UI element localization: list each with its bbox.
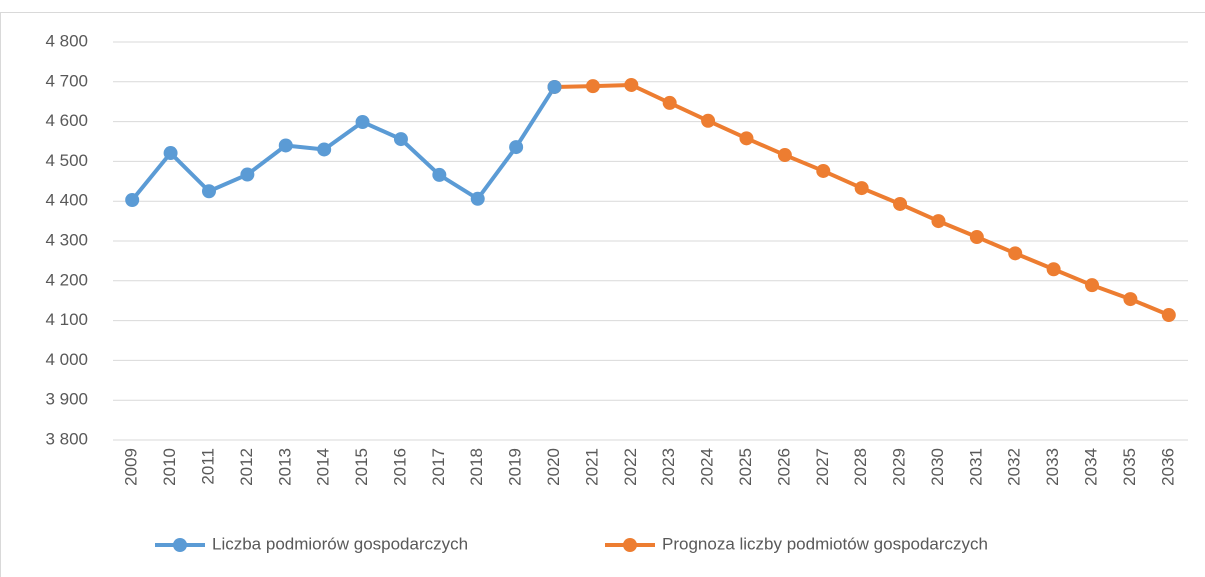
- x-tick-label: 2032: [1005, 448, 1024, 486]
- y-tick-label: 4 200: [45, 270, 88, 289]
- point: [125, 193, 140, 208]
- point: [1161, 308, 1176, 323]
- x-tick-label: 2017: [429, 448, 448, 486]
- point: [278, 138, 293, 153]
- x-tick-label: 2010: [160, 448, 179, 486]
- point: [509, 140, 524, 155]
- point: [662, 95, 677, 110]
- x-tick-label: 2023: [659, 448, 678, 486]
- point: [854, 181, 869, 196]
- legend-marker: [623, 538, 637, 552]
- x-tick-label: 2022: [621, 448, 640, 486]
- x-tick-label: 2034: [1082, 448, 1101, 486]
- x-tick-label: 2033: [1043, 448, 1062, 486]
- point: [1123, 292, 1138, 307]
- point: [777, 148, 792, 163]
- x-tick-label: 2014: [314, 448, 333, 486]
- x-tick-label: 2024: [698, 448, 717, 486]
- x-tick-label: 2036: [1158, 448, 1177, 486]
- x-tick-label: 2016: [390, 448, 409, 486]
- point: [585, 79, 600, 94]
- point: [816, 163, 831, 178]
- point: [163, 146, 178, 161]
- x-tick-label: 2025: [736, 448, 755, 486]
- y-tick-label: 4 300: [45, 230, 88, 249]
- point: [1046, 262, 1061, 277]
- legend-marker: [173, 538, 187, 552]
- chart-frame: [0, 12, 1205, 577]
- point: [701, 113, 716, 128]
- point: [432, 167, 447, 182]
- point: [317, 142, 332, 157]
- x-tick-label: 2031: [966, 448, 985, 486]
- legend-label: Liczba podmiorów gospodarczych: [212, 534, 468, 553]
- x-tick-label: 2035: [1120, 448, 1139, 486]
- point: [1008, 246, 1023, 261]
- point: [470, 191, 485, 206]
- point: [969, 230, 984, 245]
- point: [240, 167, 255, 182]
- y-tick-label: 4 000: [45, 350, 88, 369]
- x-tick-label: 2011: [198, 448, 217, 485]
- x-tick-label: 2013: [275, 448, 294, 486]
- series-line: [130, 85, 557, 202]
- x-tick-label: 2018: [467, 448, 486, 486]
- x-tick-label: 2028: [851, 448, 870, 486]
- x-tick-label: 2012: [237, 448, 256, 486]
- x-tick-label: 2027: [813, 448, 832, 486]
- point: [739, 131, 754, 146]
- y-tick-label: 3 800: [45, 429, 88, 448]
- point: [931, 214, 946, 229]
- x-tick-label: 2019: [506, 448, 525, 486]
- point: [624, 77, 639, 92]
- y-tick-label: 4 600: [45, 111, 88, 130]
- point: [201, 184, 216, 199]
- y-tick-label: 4 800: [45, 31, 88, 50]
- x-tick-label: 2029: [890, 448, 909, 486]
- point: [547, 79, 562, 94]
- point: [393, 132, 408, 147]
- y-tick-label: 4 700: [45, 71, 88, 90]
- x-tick-label: 2015: [352, 448, 371, 486]
- point: [1085, 278, 1100, 293]
- x-tick-label: 2009: [122, 448, 141, 486]
- y-tick-label: 4 100: [45, 310, 88, 329]
- y-tick-label: 4 400: [45, 191, 88, 210]
- point: [355, 114, 370, 129]
- x-tick-label: 2021: [582, 448, 601, 486]
- x-tick-label: 2020: [544, 448, 563, 486]
- y-tick-label: 3 900: [45, 390, 88, 409]
- x-tick-label: 2026: [774, 448, 793, 486]
- y-tick-label: 4 500: [45, 151, 88, 170]
- x-tick-label: 2030: [928, 448, 947, 486]
- legend-label: Prognoza liczby podmiotów gospodarczych: [662, 534, 988, 553]
- point: [893, 196, 908, 211]
